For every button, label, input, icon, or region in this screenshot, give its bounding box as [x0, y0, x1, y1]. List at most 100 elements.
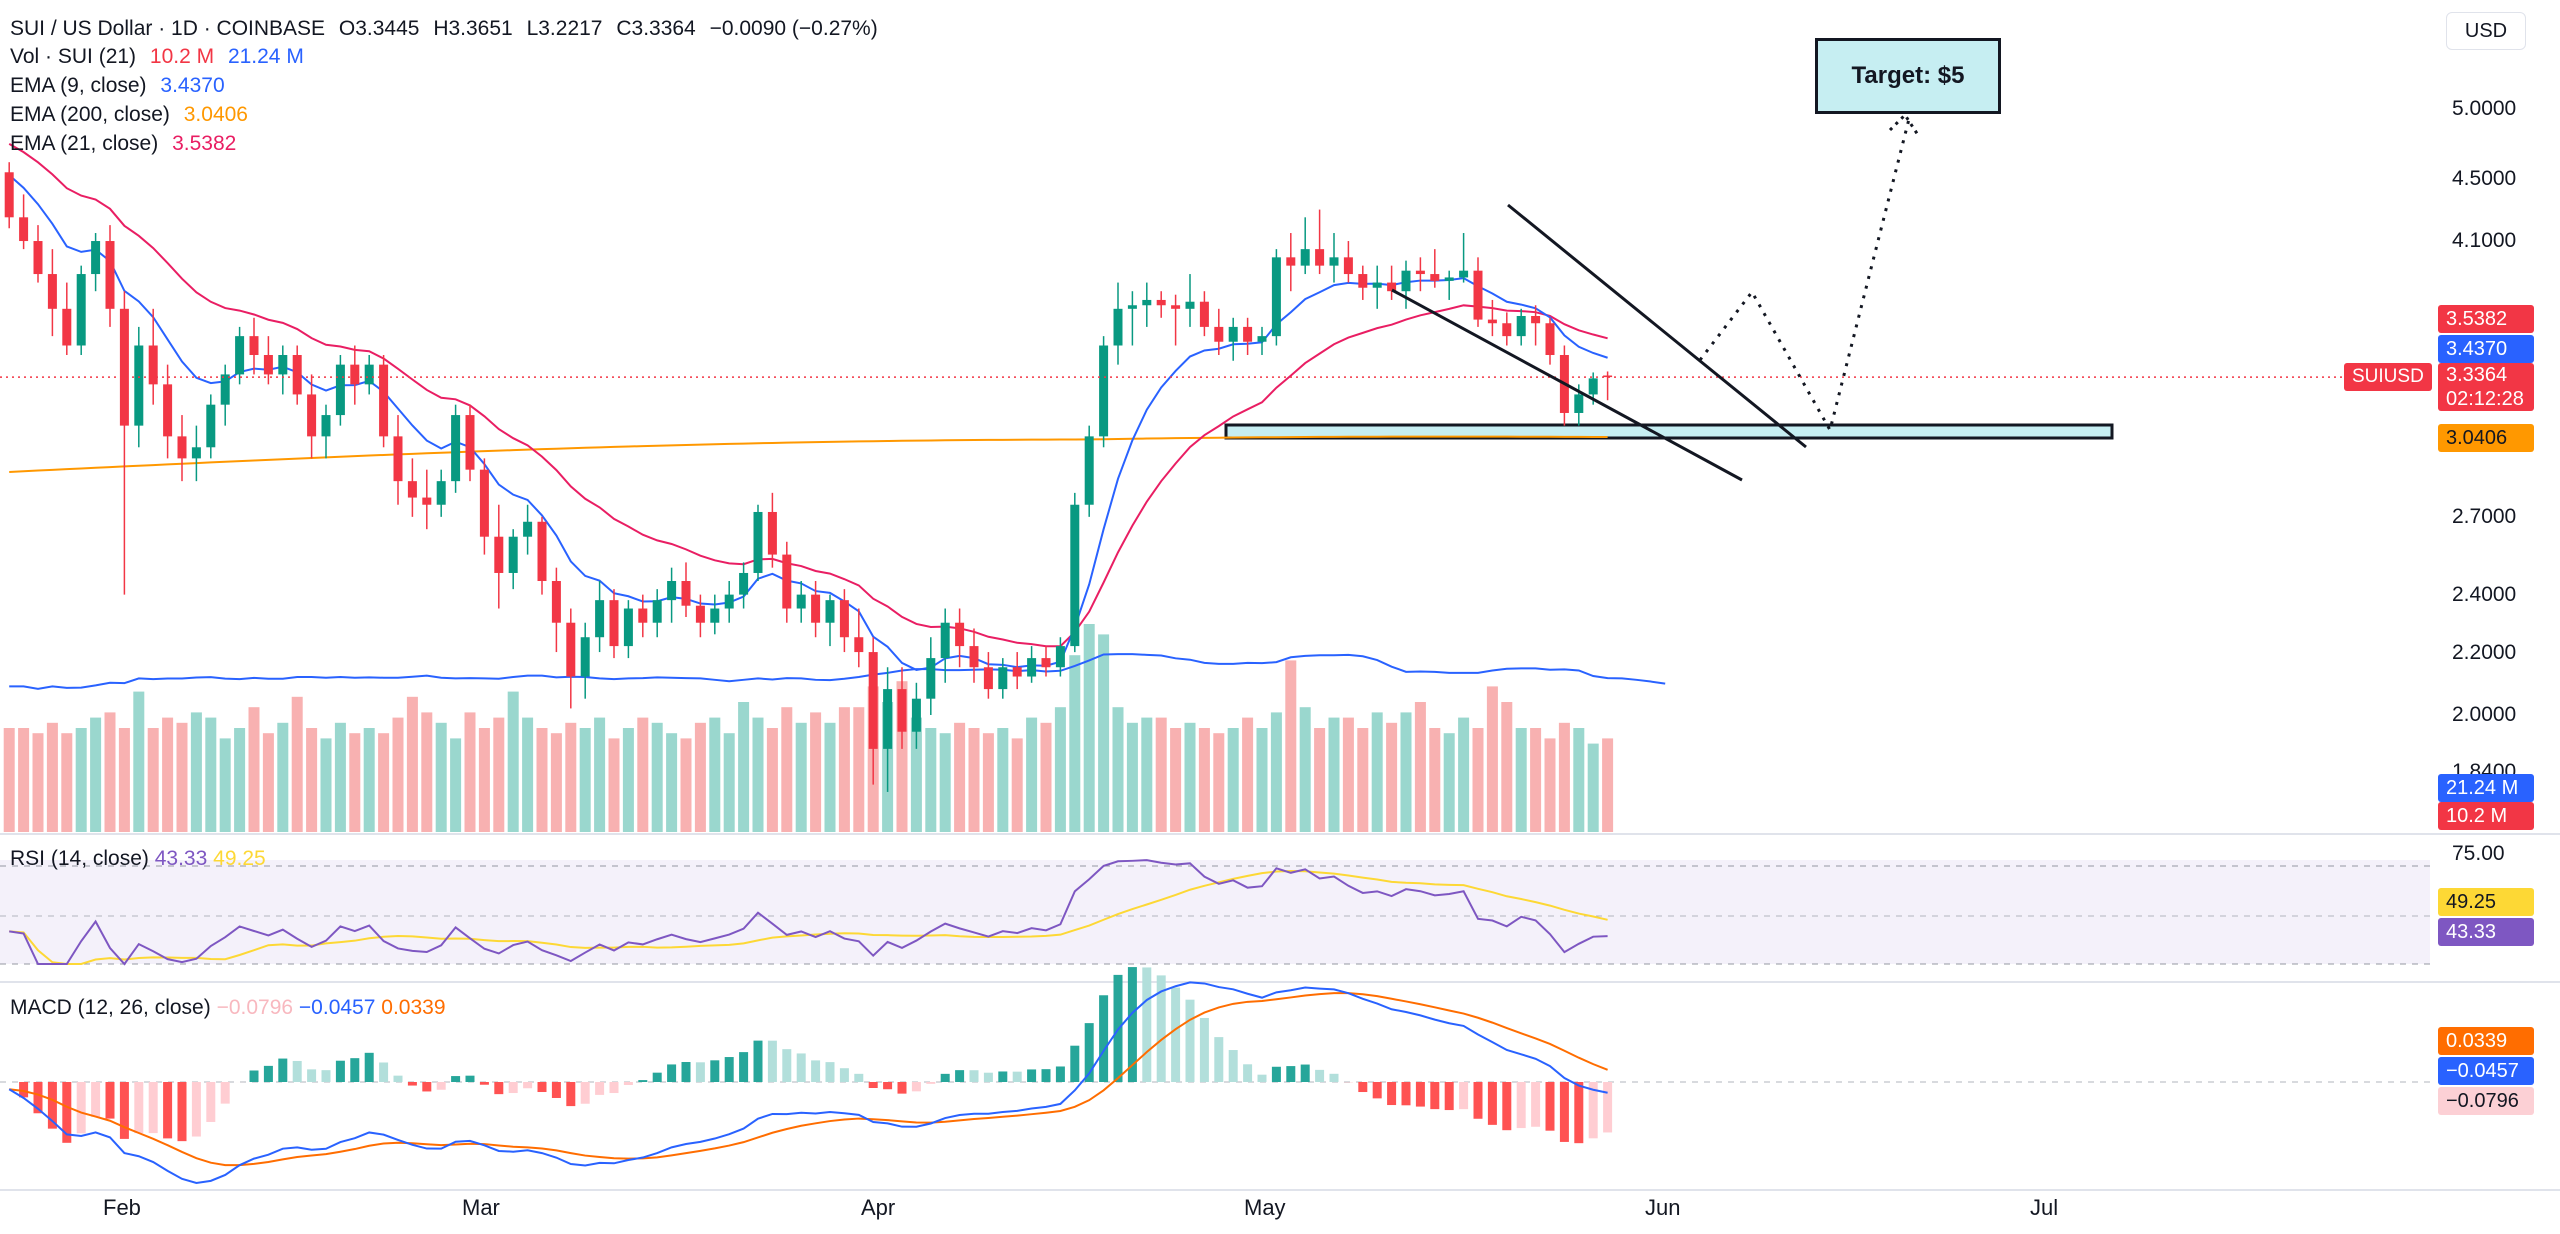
candle-body — [436, 481, 446, 505]
volume-bar — [162, 717, 174, 832]
macd-hist-bar — [1171, 987, 1181, 1082]
candle-body — [206, 404, 216, 448]
candle-body — [1574, 394, 1584, 413]
macd-hist-bar — [19, 1082, 29, 1098]
candle-body — [1343, 257, 1353, 275]
candle-body — [983, 667, 993, 690]
candle-body — [379, 364, 389, 437]
macd-hist-bar — [191, 1082, 201, 1137]
candle-body — [523, 521, 533, 537]
candle-body — [1084, 436, 1094, 505]
volume-bar — [334, 722, 346, 832]
candle-body — [62, 308, 72, 346]
macd-hist-bar — [811, 1060, 821, 1082]
volume-bar — [810, 712, 822, 832]
macd-hist-bar — [868, 1082, 878, 1088]
macd-hist-bar — [998, 1071, 1008, 1082]
macd-signal-value: 0.0339 — [381, 996, 446, 1019]
candle-body — [595, 600, 605, 638]
candle-body — [33, 241, 43, 275]
macd-signal-line — [9, 992, 1608, 1167]
macd-hist-bar — [148, 1082, 158, 1134]
macd-hist-bar — [767, 1040, 777, 1082]
price-axis-label: 2.2000 — [2452, 641, 2517, 664]
macd-hist-bar — [1012, 1071, 1022, 1082]
macd-legend[interactable]: MACD (12, 26, close) −0.0796 −0.0457 0.0… — [10, 996, 446, 1020]
macd-hist-bar — [1199, 1017, 1209, 1082]
macd-hist-bar — [1603, 1082, 1613, 1133]
macd-hist-bar — [681, 1062, 691, 1082]
symbol-tag: SUIUSD — [2344, 363, 2432, 391]
candle-body — [1387, 282, 1397, 292]
volume-bar — [680, 738, 692, 832]
volume-bar — [1400, 712, 1412, 832]
macd-hist-bar — [839, 1068, 849, 1082]
macd-hist-bar — [580, 1082, 590, 1104]
volume-bar — [176, 722, 188, 832]
macd-hist-bar — [1041, 1069, 1051, 1082]
volume-bar — [579, 728, 591, 832]
macd-hist-bar — [595, 1082, 605, 1095]
macd-hist-bar — [753, 1040, 763, 1082]
candle-body — [1228, 326, 1238, 342]
candle-body — [1199, 301, 1209, 327]
volume-bar — [1270, 712, 1282, 832]
macd-hist-bar — [1487, 1082, 1497, 1125]
macd-hist-bar — [1300, 1064, 1310, 1082]
macd-hist-bar — [465, 1075, 475, 1082]
projection-arrowhead — [1888, 112, 1920, 136]
macd-hist-bar — [321, 1070, 331, 1082]
candle-body — [1459, 270, 1469, 278]
volume-bar — [925, 728, 937, 832]
macd-hist-bar — [638, 1080, 648, 1082]
rsi-band — [0, 860, 2430, 964]
candle-body — [148, 345, 158, 385]
price-axis-label: 4.5000 — [2452, 167, 2517, 190]
ema200-legend[interactable]: EMA (200, close) 3.0406 — [10, 100, 256, 129]
macd-hist-bar — [1185, 999, 1195, 1082]
volume-bar — [522, 717, 534, 832]
candle-body — [1401, 270, 1411, 292]
macd-hist-bar — [407, 1082, 417, 1086]
last-price-value: 3.3364 — [2446, 364, 2508, 386]
macd-hist-bar — [364, 1052, 374, 1082]
volume-bar — [1098, 634, 1110, 832]
time-axis-label: Apr — [861, 1195, 896, 1220]
ema200-tag: 3.0406 — [2438, 424, 2534, 452]
candle-body — [1142, 299, 1152, 306]
macd-signal-tag: 0.0339 — [2438, 1027, 2534, 1055]
candle-body — [1257, 336, 1267, 342]
volume-bar — [493, 717, 505, 832]
candle-body — [782, 554, 792, 609]
volume-bar — [1040, 722, 1052, 832]
currency-selector[interactable]: USD — [2446, 12, 2526, 50]
rsi-legend[interactable]: RSI (14, close) 43.33 49.25 — [10, 847, 266, 871]
volume-bar — [1328, 717, 1340, 832]
macd-hist-bar — [91, 1082, 101, 1117]
macd-hist-bar — [667, 1064, 677, 1082]
candle-body — [1502, 323, 1512, 337]
candle-body — [1315, 249, 1325, 266]
macd-hist-bar — [1574, 1082, 1584, 1144]
candle-body — [854, 637, 864, 653]
ohlc-change: −0.0090 (−0.27%) — [709, 17, 878, 40]
ema9-legend[interactable]: EMA (9, close) 3.4370 — [10, 71, 233, 100]
ema21-value: 3.5382 — [172, 132, 237, 155]
candle-body — [465, 415, 475, 470]
ema21-legend[interactable]: EMA (21, close) 3.5382 — [10, 129, 244, 158]
candle-body — [4, 172, 14, 218]
volume-bar — [1515, 728, 1527, 832]
volume-legend[interactable]: Vol · SUI (21) 10.2 M 21.24 M — [10, 42, 312, 71]
macd-hist-bar — [1127, 967, 1137, 1082]
volume-bar — [75, 728, 87, 832]
candle-body — [796, 594, 806, 609]
volume-bar — [1184, 722, 1196, 832]
macd-hist-bar — [724, 1057, 734, 1082]
candle-body — [350, 364, 360, 385]
volume-bar — [1213, 733, 1225, 832]
macd-hist-bar — [1372, 1082, 1382, 1099]
macd-hist-bar — [1228, 1050, 1238, 1082]
volume-bar — [1414, 702, 1426, 832]
volume-bar — [637, 717, 649, 832]
